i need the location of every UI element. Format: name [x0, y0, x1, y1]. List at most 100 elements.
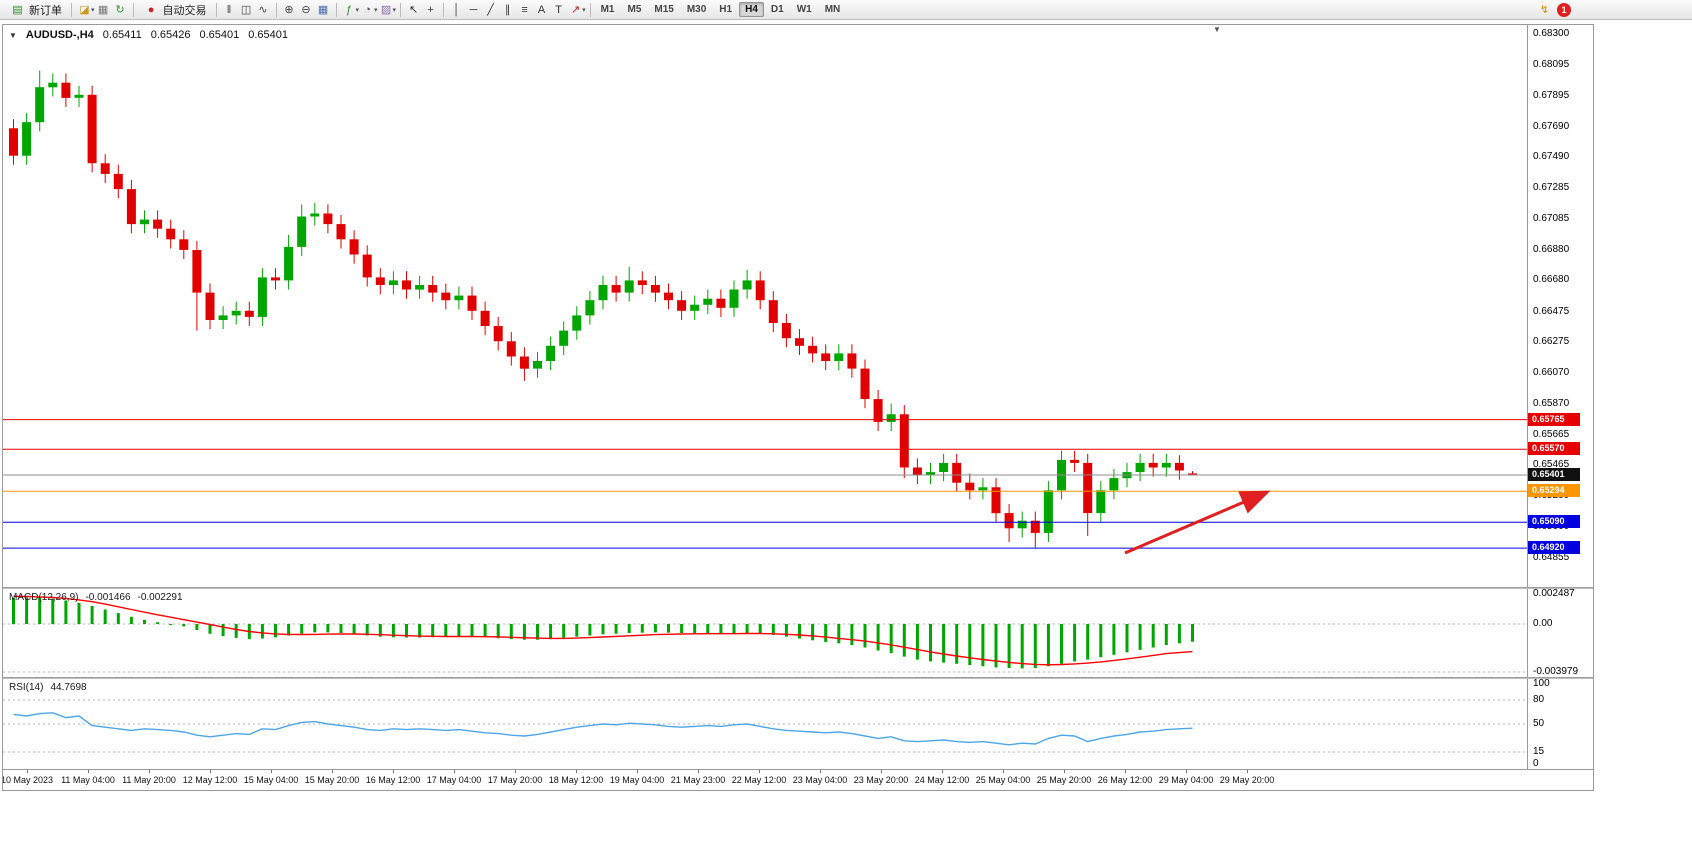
autotrading-icon: ● — [147, 3, 155, 16]
notifications-icon[interactable]: ↯ — [1539, 4, 1550, 16]
time-axis-label: 11 May 20:00 — [122, 775, 176, 785]
rsi-panel[interactable]: RSI(14) 44.7698 100 80 50 15 0 — [3, 679, 1593, 769]
macd-axis[interactable]: 0.002487 0.00 -0.003979 — [1527, 589, 1593, 677]
time-axis-tick — [210, 770, 211, 773]
ohlc-low: 0.65401 — [199, 29, 240, 41]
price-chart[interactable] — [3, 25, 1527, 587]
rsi-axis[interactable]: 100 80 50 15 0 — [1527, 679, 1593, 769]
label-icon[interactable]: T — [555, 3, 562, 16]
rsi-axis-label: 50 — [1533, 718, 1545, 729]
trend-arrow-annotation[interactable] — [1124, 490, 1271, 555]
macd-axis-label: 0.002487 — [1533, 589, 1575, 599]
timeframe-button-H1[interactable]: H1 — [719, 4, 733, 15]
rsi-line — [13, 712, 1193, 746]
ohlc-open: 0.65411 — [102, 29, 142, 41]
rsi-chart[interactable] — [3, 679, 1527, 769]
time-axis-tick — [1064, 770, 1065, 773]
toolbar-separator — [443, 2, 445, 17]
templates-icon[interactable]: ▨ — [380, 3, 392, 16]
print-icon[interactable]: ▦ — [97, 3, 109, 16]
timeframe-toolbar: M1 M5 M15 M30 H1 H4 D1 W1 MN — [595, 2, 847, 17]
macd-title: MACD(12,26,9) — [9, 592, 79, 603]
time-axis-label: 29 May 20:00 — [1219, 775, 1275, 785]
indicators-icon[interactable]: ƒ — [345, 3, 353, 16]
dropdown-caret-icon[interactable]: ▾ — [355, 6, 360, 14]
fibonacci-icon[interactable]: ≡ — [521, 3, 528, 16]
rsi-axis-label: 80 — [1533, 694, 1545, 705]
symbol-timeframe-label: AUDUSD-,H4 — [25, 29, 94, 41]
price-line-label: 0.65570 — [1528, 442, 1580, 456]
dropdown-caret-icon[interactable]: ▾ — [374, 6, 378, 14]
price-axis[interactable]: 0.68300 0.68095 0.67895 0.67690 0.67490 0.672… — [1527, 25, 1593, 587]
price-axis-label: 0.67895 — [1533, 89, 1570, 101]
time-axis-label: 25 May 20:00 — [1036, 775, 1092, 785]
candlestick-chart-icon[interactable]: ◫ — [240, 3, 252, 16]
alert-badge[interactable]: 1 — [1557, 3, 1571, 17]
macd-chart[interactable] — [3, 589, 1527, 677]
time-axis-label: 22 May 12:00 — [731, 775, 787, 785]
rsi-value: 44.7698 — [50, 682, 87, 693]
time-axis-tick — [88, 770, 89, 773]
horizontal-line-icon[interactable]: ─ — [469, 3, 478, 16]
bar-chart-icon[interactable]: ‖ — [226, 3, 232, 16]
periods-icon[interactable]: ◔ — [364, 3, 371, 16]
zoom-in-icon[interactable]: ⊕ — [284, 3, 294, 16]
time-axis-label: 24 May 12:00 — [914, 775, 970, 785]
timeframe-button-M15[interactable]: M15 — [654, 4, 674, 15]
time-axis[interactable]: 10 May 2023 11 May 04:00 11 May 20:00 12 Ma… — [3, 769, 1593, 790]
price-axis-label: 0.67285 — [1533, 182, 1570, 194]
text-icon[interactable]: A — [537, 3, 546, 16]
new-order-label: 新订单 — [29, 4, 62, 17]
price-axis-label: 0.65665 — [1533, 428, 1570, 440]
toolbar-separator — [275, 2, 277, 17]
macd-panel[interactable]: MACD(12,26,9) -0.001466 -0.002291 0.0024… — [3, 589, 1593, 677]
timeframe-button-H4[interactable]: H4 — [739, 2, 764, 17]
time-axis-tick — [759, 770, 760, 773]
crosshair-icon[interactable]: + — [427, 3, 434, 16]
toolbar-right-icons: ↯ 1 — [1536, 2, 1571, 18]
time-axis-label: 15 May 20:00 — [304, 775, 360, 785]
time-axis-label: 29 May 04:00 — [1158, 775, 1214, 785]
timeframe-button-MN[interactable]: MN — [824, 4, 841, 15]
timeframe-button-D1[interactable]: D1 — [770, 4, 784, 15]
timeframe-button-M30[interactable]: M30 — [686, 4, 707, 15]
symbol-menu-icon[interactable]: ▼ — [9, 30, 17, 40]
price-axis-label: 0.68095 — [1533, 59, 1570, 71]
chart-shift-marker-icon[interactable]: ▼ — [1213, 25, 1221, 34]
panel-separator[interactable] — [3, 677, 1593, 679]
new-order-button[interactable]: ▤ 新订单 — [4, 1, 67, 19]
toolbar-separator — [335, 2, 337, 17]
timeframe-button-M1[interactable]: M1 — [600, 4, 615, 15]
dropdown-caret-icon[interactable]: ▾ — [91, 6, 95, 14]
time-axis-tick — [1186, 770, 1187, 773]
trendline-icon[interactable]: ╱ — [487, 3, 494, 16]
vertical-line-icon[interactable]: │ — [453, 3, 460, 16]
autotrading-button[interactable]: ● 自动交易 — [138, 1, 212, 19]
main-chart-panel[interactable]: ▼ AUDUSD-,H4 0.65411 0.65426 0.65401 0.6… — [3, 25, 1593, 587]
dropdown-caret-icon[interactable]: ▾ — [392, 6, 397, 14]
ohlc-high: 0.65426 — [150, 29, 191, 41]
refresh-icon[interactable]: ↻ — [115, 3, 125, 16]
new-chart-icon[interactable]: ◪ — [79, 3, 90, 16]
time-axis-label: 21 May 23:00 — [670, 775, 726, 785]
line-chart-icon[interactable]: ∿ — [258, 3, 268, 16]
macd-label: MACD(12,26,9) -0.001466 -0.002291 — [9, 592, 183, 603]
price-axis-label: 0.68300 — [1533, 28, 1570, 39]
time-axis-label: 23 May 20:00 — [853, 775, 909, 785]
dropdown-caret-icon[interactable]: ▾ — [582, 6, 586, 14]
time-axis-label: 26 May 12:00 — [1097, 775, 1153, 785]
macd-histogram — [12, 597, 1194, 669]
panel-separator[interactable] — [3, 587, 1593, 589]
tile-windows-icon[interactable]: ▦ — [317, 3, 329, 16]
channel-icon[interactable]: ∥ — [504, 3, 511, 16]
timeframe-button-W1[interactable]: W1 — [796, 4, 812, 15]
rsi-title: RSI(14) — [9, 682, 44, 693]
zoom-out-icon[interactable]: ⊖ — [301, 3, 311, 16]
time-axis-tick — [576, 770, 577, 773]
time-axis-tick — [332, 770, 333, 773]
arrows-icon[interactable]: ↗ — [570, 3, 581, 16]
cursor-icon[interactable]: ↖ — [408, 3, 419, 16]
price-axis-label: 0.65870 — [1533, 397, 1570, 409]
timeframe-button-M5[interactable]: M5 — [627, 4, 642, 15]
toolbar-separator — [132, 2, 134, 17]
